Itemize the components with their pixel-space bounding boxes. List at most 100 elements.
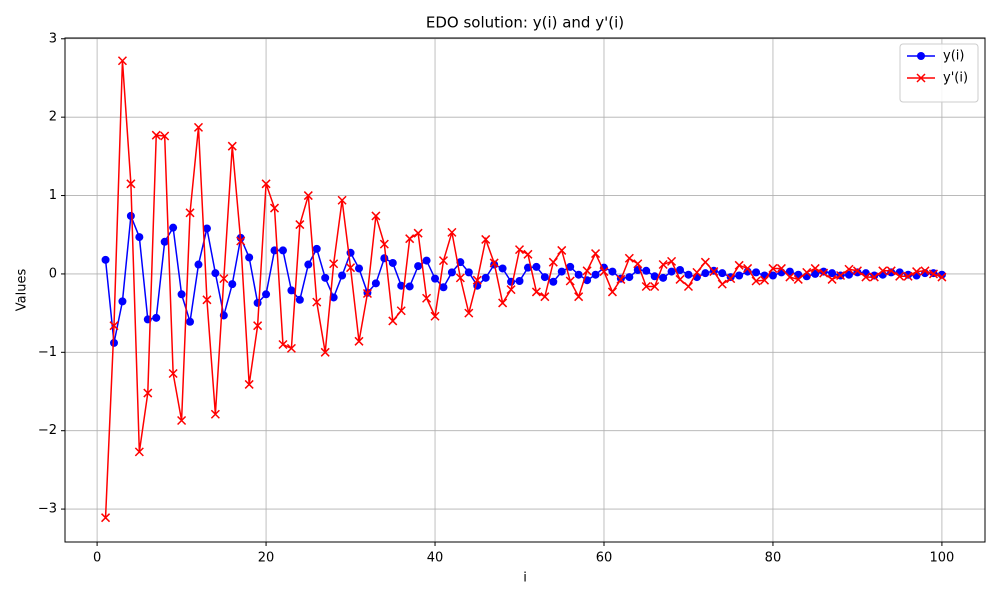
point (362, 288, 372, 299)
point (683, 281, 694, 292)
point (303, 191, 313, 201)
point (869, 272, 879, 282)
point (752, 268, 761, 277)
point (371, 211, 381, 221)
point (498, 298, 508, 308)
point (472, 275, 482, 285)
point (169, 223, 178, 232)
point (202, 224, 211, 233)
y-tick-label: 3 (49, 31, 57, 46)
point (768, 263, 778, 273)
point (396, 306, 406, 316)
point (684, 270, 693, 279)
point (828, 269, 837, 278)
point (160, 237, 169, 246)
point (202, 295, 212, 305)
point (532, 262, 541, 271)
point (540, 273, 549, 282)
plot-frame (64, 37, 986, 543)
point (937, 272, 947, 282)
point (160, 131, 170, 141)
point (287, 286, 296, 295)
point (422, 256, 431, 265)
point (582, 266, 592, 276)
point (320, 347, 330, 357)
point (557, 245, 567, 255)
point (329, 293, 338, 302)
point (659, 273, 668, 282)
point (565, 276, 575, 286)
point (718, 269, 727, 278)
point (701, 269, 710, 278)
point (312, 297, 322, 307)
point (658, 259, 668, 270)
point (489, 258, 499, 268)
point (261, 179, 271, 189)
point (219, 274, 229, 284)
point (295, 295, 304, 304)
point (236, 236, 246, 246)
point (912, 267, 922, 277)
y-axis-label: Values (15, 269, 30, 312)
x-tick-label: 60 (596, 551, 613, 566)
x-tick-label: 20 (258, 551, 275, 566)
point (126, 211, 135, 220)
point (759, 275, 770, 285)
point (667, 267, 676, 276)
point (262, 290, 271, 299)
point (186, 317, 195, 326)
point (227, 141, 237, 151)
point (540, 292, 550, 302)
point (734, 260, 744, 270)
y-tick-label: −1 (38, 345, 57, 360)
point (692, 267, 702, 277)
point (134, 447, 144, 457)
legend-marker (916, 73, 926, 83)
point (388, 258, 397, 267)
point (177, 415, 187, 426)
point (253, 298, 262, 307)
point (624, 253, 634, 263)
point (118, 297, 127, 306)
point (193, 122, 204, 132)
point (852, 266, 862, 276)
point (531, 287, 541, 297)
point (447, 268, 456, 277)
point (414, 262, 423, 271)
point (101, 513, 111, 523)
point (135, 233, 144, 242)
point (295, 220, 305, 230)
point (168, 368, 178, 379)
point (413, 228, 423, 238)
point (405, 282, 414, 291)
point (819, 267, 828, 276)
point (717, 279, 727, 289)
point (675, 274, 685, 284)
point (861, 272, 871, 282)
point (455, 273, 465, 283)
point (185, 208, 195, 218)
point (726, 274, 736, 284)
point (109, 338, 118, 347)
point (498, 264, 507, 273)
point (228, 280, 237, 289)
point (608, 267, 617, 276)
point (447, 227, 457, 237)
y-tick-label: 0 (49, 266, 57, 281)
point (506, 285, 516, 295)
point (151, 130, 161, 140)
point (574, 292, 584, 302)
point (380, 254, 389, 263)
point (379, 239, 389, 249)
point (117, 56, 127, 66)
y-tick-label: 1 (49, 188, 57, 203)
point (625, 273, 634, 282)
point (785, 272, 795, 282)
point (286, 343, 296, 353)
point (464, 308, 474, 318)
point (439, 283, 448, 292)
point (422, 293, 432, 303)
point (641, 281, 651, 292)
point (405, 234, 415, 244)
